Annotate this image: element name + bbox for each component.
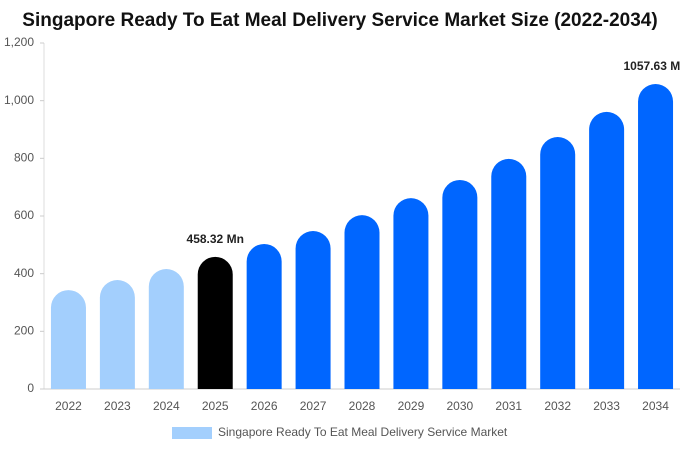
x-tick-label: 2028 (349, 399, 376, 413)
bar (295, 230, 331, 389)
y-tick-label: 0 (27, 381, 34, 395)
bar (197, 256, 233, 389)
bar (393, 198, 429, 389)
legend-label: Singapore Ready To Eat Meal Delivery Ser… (218, 425, 508, 439)
x-tick-label: 2029 (398, 399, 425, 413)
x-tick-label: 2027 (300, 399, 327, 413)
y-tick-label: 400 (14, 266, 34, 280)
x-tick-label: 2024 (153, 399, 180, 413)
legend-swatch (172, 427, 212, 439)
x-tick-label: 2031 (495, 399, 522, 413)
bar (246, 243, 282, 389)
y-tick-label: 600 (14, 208, 34, 222)
bar (491, 158, 527, 389)
x-tick-label: 2025 (202, 399, 229, 413)
y-tick-label: 1,000 (4, 93, 34, 107)
chart-title: Singapore Ready To Eat Meal Delivery Ser… (22, 10, 657, 31)
x-tick-label: 2033 (593, 399, 620, 413)
x-tick-label: 2022 (55, 399, 82, 413)
bar (148, 269, 184, 389)
x-tick-label: 2026 (251, 399, 278, 413)
y-tick-label: 800 (14, 151, 34, 165)
bar (638, 84, 674, 389)
y-tick-label: 200 (14, 324, 34, 338)
x-tick-label: 2030 (446, 399, 473, 413)
bar (50, 290, 86, 389)
bar (99, 280, 135, 389)
bar (589, 111, 625, 389)
bar (442, 179, 478, 389)
y-tick-label: 1,200 (4, 35, 34, 49)
x-tick-label: 2032 (544, 399, 571, 413)
value-label: 1057.63 Mn (624, 59, 680, 73)
bar (344, 215, 380, 389)
x-tick-label: 2034 (642, 399, 669, 413)
value-label: 458.32 Mn (187, 232, 244, 246)
bar (540, 136, 576, 389)
x-tick-label: 2023 (104, 399, 131, 413)
